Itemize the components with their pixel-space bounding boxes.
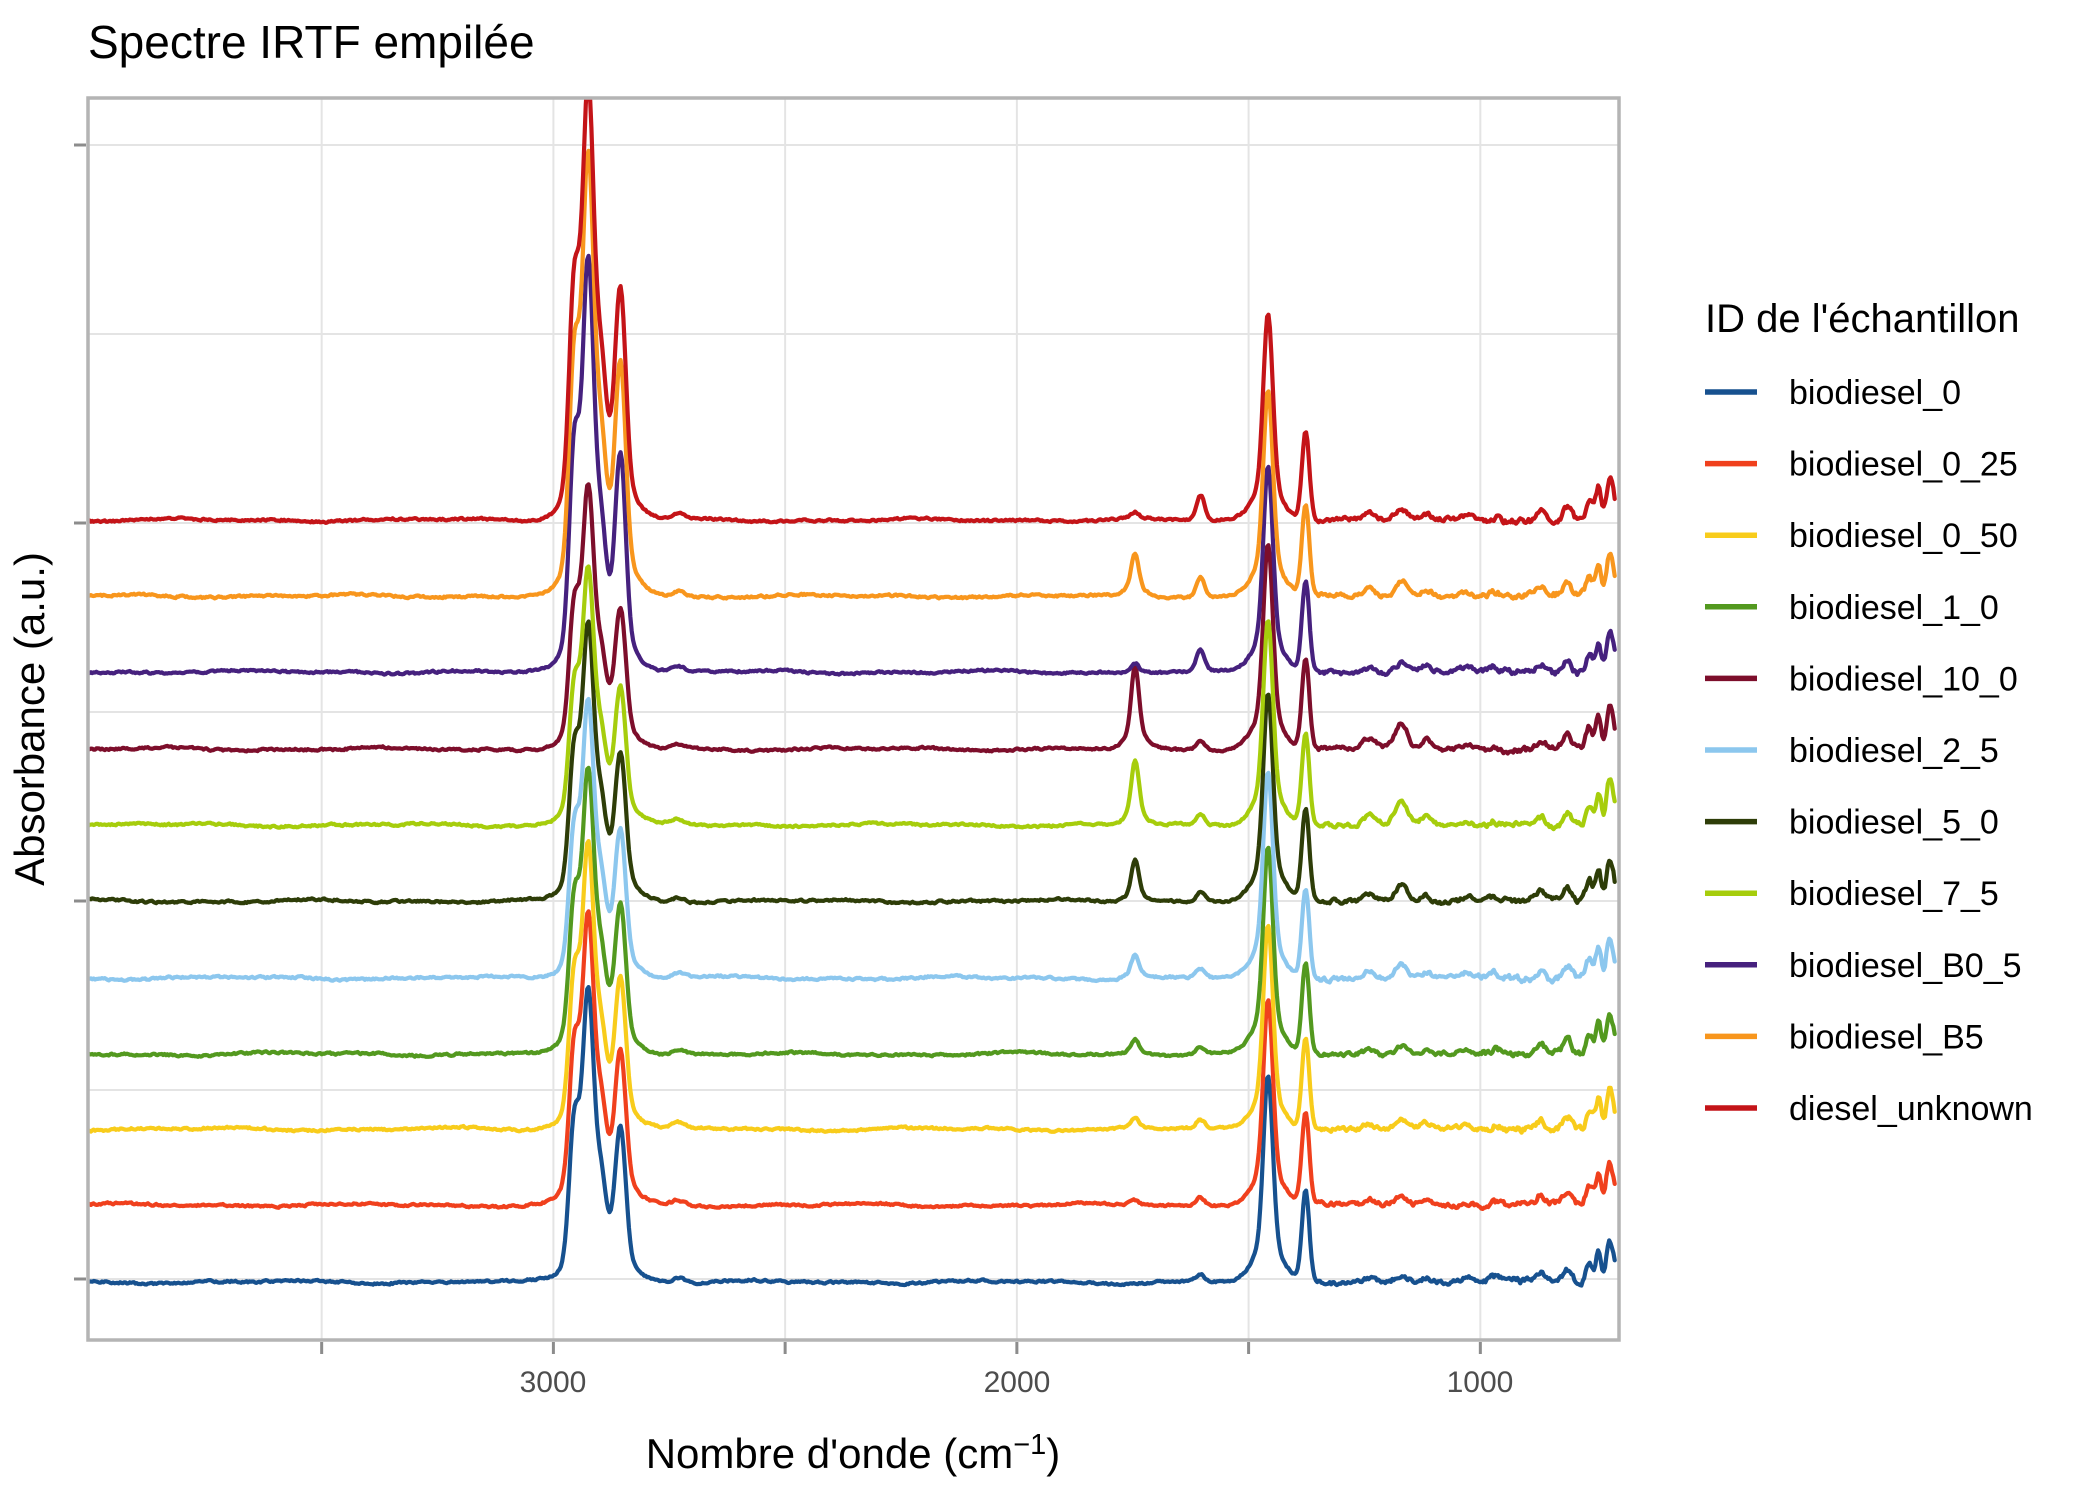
legend-item-biodiesel_0_25: biodiesel_0_25 [1705, 446, 2018, 484]
legend-item-biodiesel_10_0: biodiesel_10_0 [1705, 660, 2018, 698]
legend-item-biodiesel_0_50: biodiesel_0_50 [1705, 517, 2018, 555]
panel-border [86, 96, 1621, 1342]
legend-item-biodiesel_B5: biodiesel_B5 [1705, 1018, 1984, 1056]
spectrum-line-biodiesel_1_0 [88, 765, 1617, 1059]
legend-item-label: biodiesel_0_50 [1789, 517, 2018, 555]
tick-layer [74, 143, 1482, 1354]
legend-item-biodiesel_B0_5: biodiesel_B0_5 [1705, 947, 2022, 985]
spectra-layer [88, 98, 1617, 1288]
legend-item-label: biodiesel_0 [1789, 374, 1961, 412]
spectrum-line-biodiesel_10_0 [88, 482, 1617, 756]
spectrum-line-diesel_unknown [88, 98, 1617, 526]
x-tick-label-2000: 2000 [984, 1366, 1051, 1399]
legend-item-label: biodiesel_2_5 [1789, 732, 1999, 770]
legend: ID de l'échantillon biodiesel_0biodiesel… [1705, 297, 2033, 1128]
x-tick-label-1000: 1000 [1447, 1366, 1514, 1399]
spectrum-line-biodiesel_5_0 [88, 619, 1617, 906]
legend-item-label: biodiesel_10_0 [1789, 660, 2018, 698]
legend-item-biodiesel_0: biodiesel_0 [1705, 374, 1961, 412]
grid-layer [88, 98, 1619, 1340]
spectrum-line-biodiesel_0_25 [88, 909, 1617, 1211]
spectrum-line-biodiesel_2_5 [88, 696, 1617, 985]
spectrum-line-biodiesel_0 [88, 985, 1617, 1288]
spectrum-line-biodiesel_B5 [88, 148, 1617, 601]
x-axis-title: Nombre d'onde (cm−1) [646, 1429, 1061, 1477]
legend-item-label: diesel_unknown [1789, 1090, 2033, 1128]
spectrum-line-biodiesel_B0_5 [88, 253, 1617, 677]
y-axis-title: Absorbance (a.u.) [6, 552, 53, 886]
legend-title: ID de l'échantillon [1705, 297, 2020, 341]
legend-item-biodiesel_2_5: biodiesel_2_5 [1705, 732, 1999, 770]
legend-item-label: biodiesel_B0_5 [1789, 947, 2022, 985]
page-title: Spectre IRTF empilée [88, 16, 535, 68]
spectrum-line-biodiesel_7_5 [88, 564, 1617, 832]
legend-items: biodiesel_0 biodiesel_0_25 biodiesel_0_50b… [1705, 374, 2033, 1128]
legend-item-label: biodiesel_1_0 [1789, 589, 1999, 627]
legend-item-biodiesel_7_5: biodiesel_7_5 [1705, 875, 1999, 913]
legend-item-diesel_unknown: diesel_unknown [1705, 1090, 2033, 1128]
legend-item-label: biodiesel_7_5 [1789, 875, 1999, 913]
legend-item-label: biodiesel_B5 [1789, 1018, 1984, 1056]
x-tick-label-3000: 3000 [520, 1366, 587, 1399]
legend-item-biodiesel_1_0: biodiesel_1_0 [1705, 589, 1999, 627]
legend-item-label: biodiesel_5_0 [1789, 804, 1999, 842]
legend-item-biodiesel_5_0: biodiesel_5_0 [1705, 804, 1999, 842]
x-tick-labels: 3000 2000 1000 [520, 1366, 1514, 1399]
legend-item-label: biodiesel_0_25 [1789, 446, 2018, 484]
spectrum-line-biodiesel_0_50 [88, 839, 1617, 1135]
